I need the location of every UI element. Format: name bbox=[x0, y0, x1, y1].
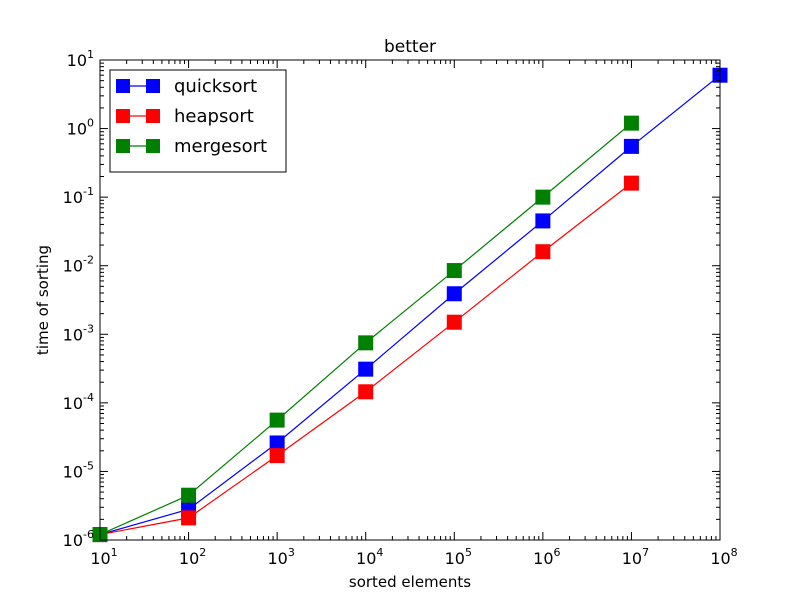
data-point-quicksort bbox=[623, 138, 639, 154]
x-tick-label: 107 bbox=[622, 546, 649, 568]
legend-marker-left bbox=[116, 109, 130, 123]
legend-marker-right bbox=[146, 139, 160, 153]
y-tick-label: 10-4 bbox=[63, 391, 94, 413]
x-tick-label: 103 bbox=[267, 546, 294, 568]
series-line-quicksort bbox=[99, 74, 721, 536]
x-tick-label: 105 bbox=[445, 546, 472, 568]
legend-marker-right bbox=[146, 79, 160, 93]
chart-title: better bbox=[384, 37, 436, 57]
data-point-quicksort bbox=[446, 286, 462, 302]
data-point-mergesort bbox=[446, 263, 462, 279]
legend-marker-right bbox=[146, 109, 160, 123]
y-tick-label: 100 bbox=[67, 117, 94, 139]
x-axis-label: sorted elements bbox=[349, 573, 471, 591]
data-point-heapsort bbox=[269, 448, 285, 464]
data-point-heapsort bbox=[446, 314, 462, 330]
legend-entry-mergesort: mergesort bbox=[116, 136, 267, 157]
data-point-quicksort bbox=[358, 361, 374, 377]
data-point-mergesort bbox=[535, 189, 551, 205]
legend-box bbox=[109, 69, 287, 173]
x-axis-ticks: 101 102 103 104 105 106 107 108 bbox=[90, 60, 738, 568]
data-point-mergesort bbox=[181, 487, 197, 503]
data-point-mergesort bbox=[358, 335, 374, 351]
legend-label: heapsort bbox=[174, 106, 254, 127]
y-tick-label: 10-5 bbox=[63, 459, 94, 481]
x-tick-label: 101 bbox=[90, 546, 117, 568]
x-tick-label: 104 bbox=[356, 546, 383, 568]
y-tick-label: 10-2 bbox=[63, 254, 94, 276]
legend-marker-left bbox=[116, 139, 130, 153]
y-tick-label: 10-1 bbox=[63, 185, 94, 207]
data-point-heapsort bbox=[623, 175, 639, 191]
legend-entry-quicksort: quicksort bbox=[116, 76, 257, 97]
data-point-quicksort bbox=[269, 435, 285, 451]
y-axis-label: time of sorting bbox=[34, 245, 52, 355]
data-point-heapsort bbox=[535, 244, 551, 260]
y-axis-ticks: 10-6 10-5 10-4 10-3 10-2 10-1 100 101 bbox=[63, 48, 720, 550]
legend-marker-left bbox=[116, 79, 130, 93]
data-point-mergesort bbox=[269, 412, 285, 428]
y-tick-label: 10-6 bbox=[63, 528, 94, 550]
series-layer bbox=[92, 67, 728, 543]
legend-entry-heapsort: heapsort bbox=[116, 106, 254, 127]
x-tick-label: 102 bbox=[179, 546, 206, 568]
legend-label: quicksort bbox=[174, 76, 257, 97]
data-point-heapsort bbox=[181, 510, 197, 526]
legend: quicksort heapsort mergesort bbox=[109, 69, 287, 173]
plot-frame bbox=[99, 59, 721, 541]
data-point-heapsort bbox=[358, 384, 374, 400]
data-point-quicksort bbox=[535, 213, 551, 229]
y-tick-label: 10-3 bbox=[63, 322, 94, 344]
y-tick-label: 101 bbox=[67, 48, 94, 70]
x-tick-label: 106 bbox=[533, 546, 560, 568]
legend-label: mergesort bbox=[174, 136, 267, 157]
x-tick-label: 108 bbox=[710, 546, 737, 568]
series-mergesort bbox=[92, 115, 639, 543]
data-point-mergesort bbox=[623, 115, 639, 131]
